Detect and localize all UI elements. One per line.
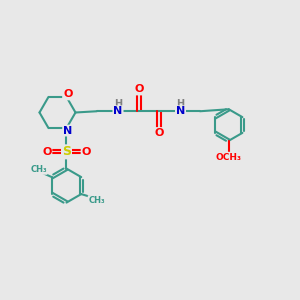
Text: N: N: [63, 126, 72, 136]
Text: CH₃: CH₃: [30, 165, 47, 174]
Text: OCH₃: OCH₃: [216, 152, 242, 161]
Text: O: O: [154, 128, 164, 138]
Text: N: N: [176, 106, 185, 116]
Text: S: S: [62, 145, 71, 158]
Text: H: H: [176, 99, 184, 109]
Text: O: O: [63, 89, 72, 99]
Text: O: O: [42, 147, 51, 157]
Text: H: H: [114, 99, 122, 109]
Text: O: O: [135, 85, 144, 94]
Text: CH₃: CH₃: [88, 196, 105, 205]
Text: O: O: [82, 147, 91, 157]
Text: N: N: [113, 106, 123, 116]
